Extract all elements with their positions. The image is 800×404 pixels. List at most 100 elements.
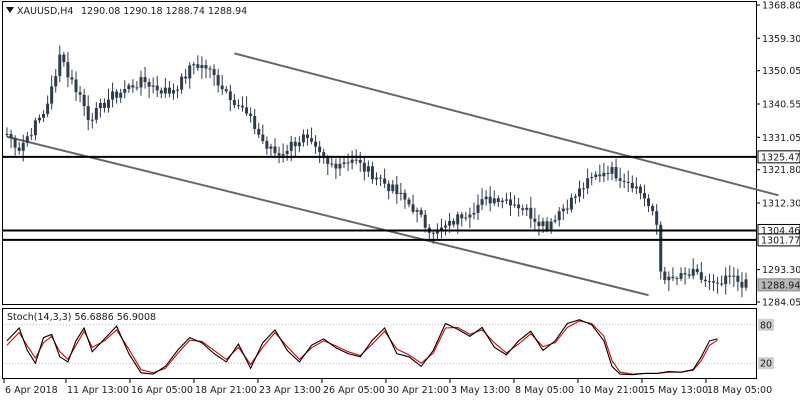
- price-pane-frame: [2, 1, 757, 305]
- candle: [70, 69, 74, 85]
- candle: [553, 214, 557, 224]
- candle: [176, 85, 180, 99]
- price-tick-label: 1359.30: [762, 34, 800, 45]
- candle: [533, 207, 537, 231]
- candle: [679, 267, 683, 282]
- time-tick-label: 8 May 05:00: [515, 385, 574, 396]
- price-tick-label: 1340.55: [762, 100, 800, 111]
- candle: [342, 156, 346, 169]
- stoch-levels: [3, 324, 756, 364]
- candle: [663, 266, 667, 285]
- candle: [472, 202, 476, 220]
- candle: [13, 135, 17, 156]
- candle: [135, 81, 139, 91]
- candle: [25, 131, 29, 147]
- candle: [667, 271, 671, 291]
- candle: [188, 62, 192, 89]
- stoch-signal-line: [6, 320, 718, 375]
- candle: [411, 194, 415, 214]
- candle: [391, 180, 395, 194]
- candle: [537, 214, 541, 236]
- candle: [167, 81, 171, 98]
- candle: [383, 168, 387, 189]
- candle: [261, 124, 265, 145]
- candle: [159, 87, 163, 99]
- candle: [86, 95, 90, 131]
- stoch-label: Stoch(14,3,3) 56.6886 56.9008: [7, 312, 156, 323]
- stoch-level-label: 80: [760, 320, 772, 331]
- candle: [732, 267, 736, 288]
- candle: [642, 184, 646, 207]
- candle: [366, 160, 370, 177]
- stoch-level-label: 20: [760, 359, 772, 370]
- candle: [687, 268, 691, 279]
- candle: [82, 88, 86, 117]
- candle: [740, 272, 744, 298]
- candle: [513, 195, 517, 208]
- time-tick-label: 30 Apr 21:00: [387, 385, 449, 396]
- candle: [703, 275, 707, 287]
- candle: [208, 65, 212, 79]
- level-label-0: 1325.47: [761, 152, 800, 163]
- candle: [675, 276, 679, 286]
- candle: [58, 45, 62, 83]
- candle: [29, 127, 33, 140]
- candle: [310, 127, 314, 145]
- candle: [147, 78, 151, 98]
- candle: [94, 101, 98, 124]
- candle: [236, 99, 240, 110]
- candle: [281, 143, 285, 163]
- candle: [184, 68, 188, 84]
- current-price-label: 1288.94: [761, 280, 800, 291]
- candle: [638, 184, 642, 200]
- candle: [50, 75, 54, 110]
- candle: [736, 268, 740, 292]
- channel-upper-line[interactable]: [234, 52, 779, 197]
- candle: [249, 107, 253, 123]
- candle: [403, 189, 407, 209]
- candle: [358, 151, 362, 172]
- candle: [305, 129, 309, 146]
- candle: [102, 98, 106, 113]
- candle: [582, 182, 586, 199]
- candle: [728, 265, 732, 285]
- price-tick-label: 1284.05: [762, 298, 800, 309]
- candle: [407, 197, 411, 208]
- candle: [277, 146, 281, 164]
- candle: [695, 264, 699, 275]
- candle: [78, 86, 82, 103]
- candle: [492, 190, 496, 206]
- trend-channel[interactable]: [6, 52, 779, 297]
- time-axis: 6 Apr 2018 11 Apr 13:00 16 Apr 05:00 18 Apr…: [3, 379, 772, 396]
- candle: [423, 209, 427, 233]
- candle: [17, 141, 21, 155]
- candle: [119, 88, 123, 103]
- candle: [370, 161, 374, 184]
- candle: [521, 204, 525, 216]
- candle: [496, 195, 500, 208]
- channel-lower-line[interactable]: [6, 135, 649, 297]
- candle: [228, 84, 232, 112]
- candle: [318, 140, 322, 164]
- candle: [598, 164, 602, 183]
- candle: [529, 196, 533, 228]
- candle: [439, 218, 443, 239]
- candle: [131, 79, 135, 93]
- candle: [139, 70, 143, 96]
- candle: [561, 204, 565, 221]
- candle: [326, 155, 330, 176]
- candle: [387, 180, 391, 200]
- candle: [647, 194, 651, 213]
- candle: [98, 98, 102, 118]
- price-tick-label: 1321.80: [762, 165, 800, 176]
- price-tick-label: 1331.05: [762, 133, 800, 144]
- stoch-main-line: [6, 319, 718, 376]
- candle: [5, 127, 9, 138]
- candle: [297, 136, 301, 153]
- candle: [508, 192, 512, 216]
- candle: [712, 274, 716, 292]
- candle: [196, 55, 200, 71]
